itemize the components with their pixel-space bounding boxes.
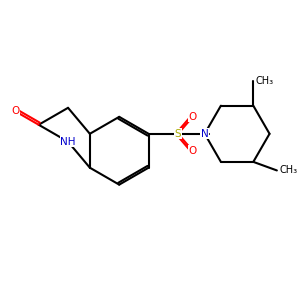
Text: S: S (175, 129, 182, 139)
Text: N: N (201, 129, 208, 139)
Text: O: O (189, 112, 197, 122)
Text: CH₃: CH₃ (280, 165, 298, 176)
Text: NH: NH (60, 137, 76, 147)
Text: O: O (12, 106, 20, 116)
Text: O: O (189, 146, 197, 156)
Text: CH₃: CH₃ (256, 76, 274, 85)
